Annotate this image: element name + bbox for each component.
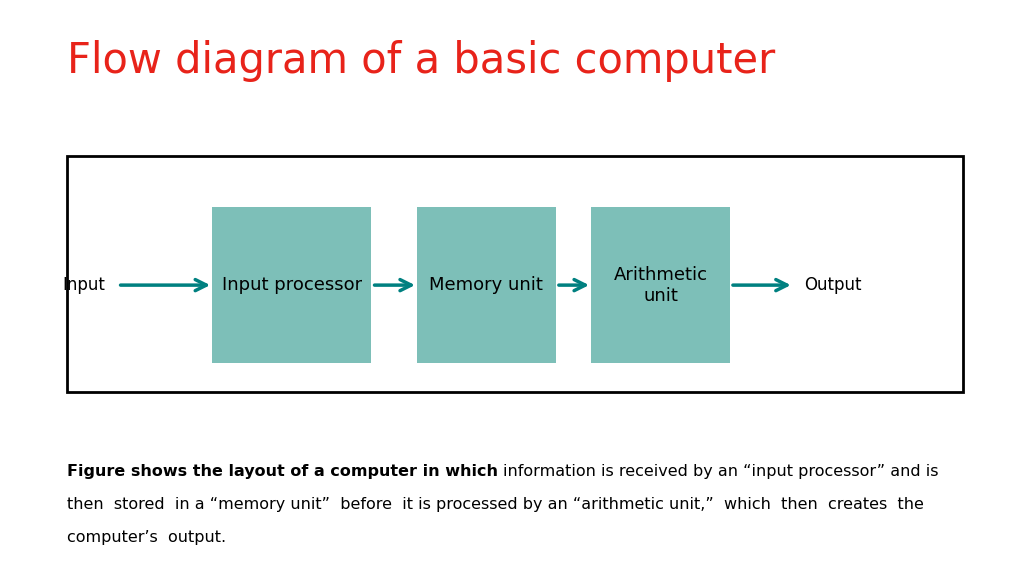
Text: Arithmetic
unit: Arithmetic unit xyxy=(613,266,708,305)
Text: Memory unit: Memory unit xyxy=(429,276,544,294)
Text: Output: Output xyxy=(804,276,861,294)
Bar xyxy=(592,207,729,363)
Text: computer’s  output.: computer’s output. xyxy=(67,530,225,545)
Text: Input processor: Input processor xyxy=(222,276,361,294)
Text: then  stored  in a “memory unit”  before  it is processed by an “arithmetic unit: then stored in a “memory unit” before it… xyxy=(67,497,924,512)
Bar xyxy=(67,156,963,392)
Text: Figure shows the layout of a computer in which: Figure shows the layout of a computer in… xyxy=(67,464,503,479)
Bar xyxy=(418,207,555,363)
Text: Input: Input xyxy=(62,276,105,294)
Bar xyxy=(212,207,371,363)
Text: Flow diagram of a basic computer: Flow diagram of a basic computer xyxy=(67,40,775,82)
Text: information is received by an “input processor” and is: information is received by an “input pro… xyxy=(503,464,939,479)
